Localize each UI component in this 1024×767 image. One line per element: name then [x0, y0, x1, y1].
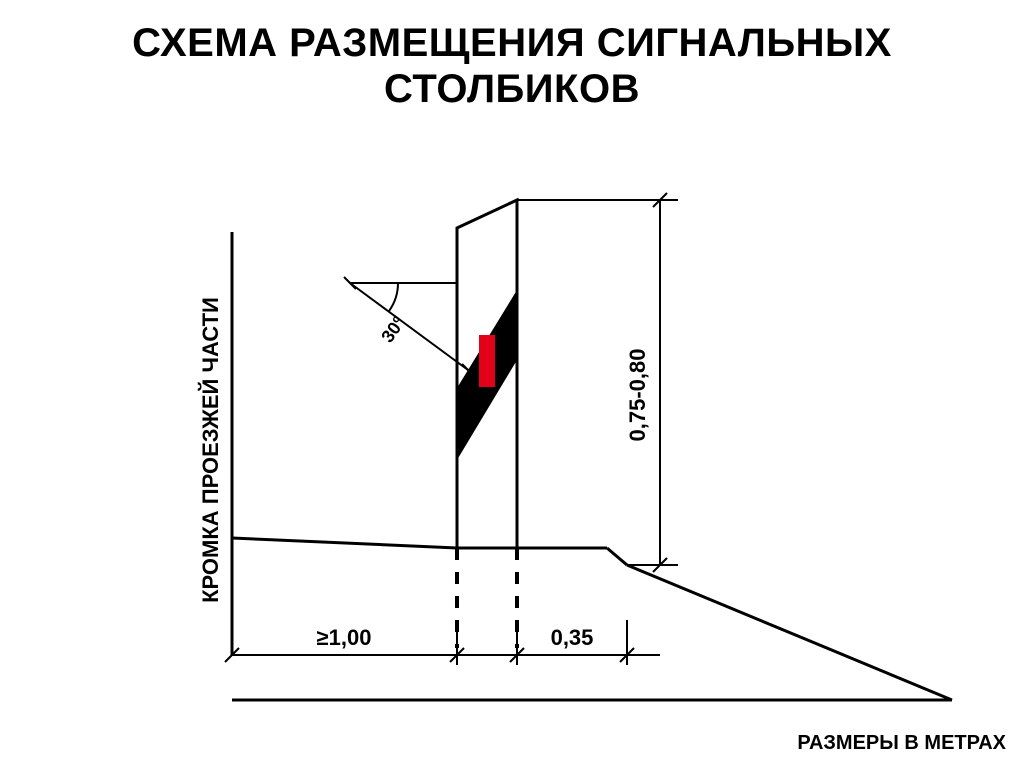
angle-slanted: [350, 283, 468, 370]
units-note: РАЗМЕРЫ В МЕТРАХ: [797, 732, 1006, 755]
embankment-slope: [627, 565, 952, 700]
diagram-svg: КРОМКА ПРОЕЗЖЕЙ ЧАСТИ 30º: [0, 0, 1024, 767]
signal-post: [457, 200, 517, 548]
road-edge-label: КРОМКА ПРОЕЗЖЕЙ ЧАСТИ: [198, 297, 223, 603]
red-reflector: [479, 335, 495, 387]
angle-indicator: 30º: [344, 277, 474, 376]
ground-left: [232, 538, 457, 548]
height-label: 0,75-0,80: [625, 349, 650, 442]
offset-label: ≥1,00: [317, 625, 372, 650]
angle-arc: [389, 283, 398, 311]
shoulder-label: 0,35: [551, 625, 594, 650]
height-dimension: 0,75-0,80: [517, 193, 678, 572]
angle-label: 30º: [377, 313, 409, 347]
bottom-dimensions: ≥1,00 0,35: [225, 620, 660, 665]
ground-knee: [607, 548, 627, 565]
